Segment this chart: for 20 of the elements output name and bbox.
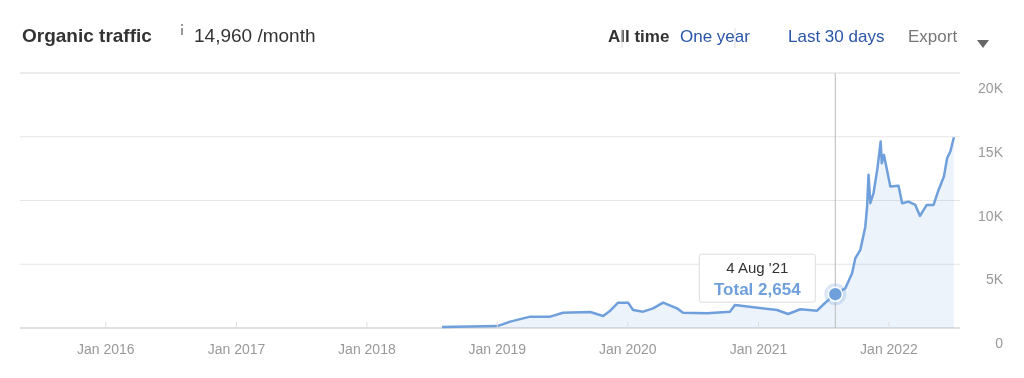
x-tick-label: Jan 2020 — [598, 341, 657, 357]
x-tick-label: Jan 2022 — [860, 341, 918, 357]
x-tick-label: Jan 2019 — [468, 341, 527, 357]
x-tick-label: Jan 2017 — [207, 341, 266, 357]
x-tick-label: Jan 2016 — [76, 341, 135, 357]
text: Export — [908, 27, 958, 46]
y-tick-label: 0 — [995, 335, 1004, 351]
x-tick-label: Jan 2021 — [729, 341, 788, 357]
annotation: Total 2,654 — [714, 280, 802, 300]
chart-subtitle: 14,960 /month — [194, 25, 316, 46]
text: One year — [680, 27, 751, 46]
annotation: 4 Aug '21 — [726, 259, 789, 277]
chart-title: Organic traffic — [22, 25, 153, 46]
y-tick-label: 5K — [985, 271, 1004, 288]
text: All time — [608, 27, 670, 46]
x-tick-label: Jan 2018 — [338, 341, 396, 357]
y-tick-label: 10K — [978, 207, 1004, 224]
text: Last 30 days — [788, 27, 885, 46]
y-tick-label: 15K — [978, 143, 1004, 160]
y-tick-label: 20K — [978, 80, 1004, 96]
